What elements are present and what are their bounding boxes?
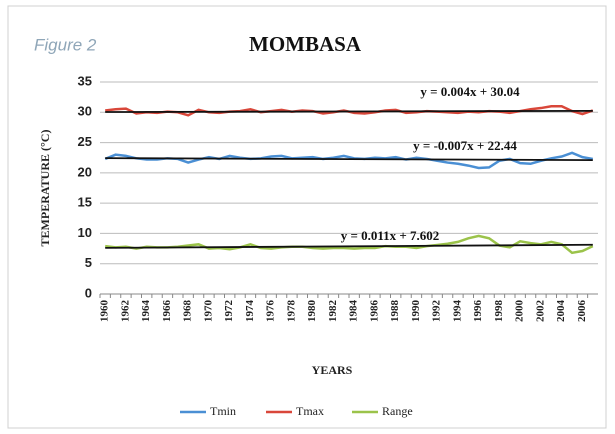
x-tick-label: 1998 bbox=[493, 300, 505, 323]
legend-label: Range bbox=[382, 404, 413, 418]
y-tick-label: 5 bbox=[85, 255, 92, 270]
x-tick-label: 1990 bbox=[410, 300, 422, 323]
x-tick-label: 2004 bbox=[555, 300, 567, 323]
trend-label: y = 0.004x + 30.04 bbox=[420, 84, 520, 99]
x-tick-label: 1978 bbox=[285, 300, 297, 323]
x-tick-label: 1976 bbox=[265, 300, 277, 323]
x-tick-label: 1964 bbox=[140, 300, 152, 323]
trend-line bbox=[105, 109, 593, 113]
y-tick-label: 30 bbox=[78, 104, 92, 119]
trend-label: y = 0.011x + 7.602 bbox=[341, 228, 440, 243]
trend-line bbox=[105, 157, 593, 162]
x-tick-label: 1996 bbox=[472, 300, 484, 323]
x-tick-label: 1972 bbox=[223, 300, 235, 323]
legend-label: Tmax bbox=[296, 404, 324, 418]
x-tick-label: 1984 bbox=[348, 300, 360, 323]
x-tick-label: 1994 bbox=[451, 300, 463, 323]
x-tick-label: 2000 bbox=[514, 300, 526, 323]
x-tick-label: 2002 bbox=[534, 300, 546, 323]
x-tick-label: 1980 bbox=[306, 300, 318, 323]
y-tick-label: 35 bbox=[78, 73, 92, 88]
y-tick-label: 20 bbox=[78, 164, 92, 179]
x-tick-label: 1968 bbox=[182, 300, 194, 323]
x-tick-label: 1960 bbox=[99, 300, 111, 323]
x-tick-label: 1962 bbox=[119, 300, 131, 323]
trend-line bbox=[105, 243, 593, 249]
y-tick-label: 15 bbox=[78, 195, 92, 210]
x-axis-label: YEARS bbox=[312, 363, 353, 377]
x-tick-label: 1974 bbox=[244, 300, 256, 323]
y-tick-label: 25 bbox=[78, 134, 92, 149]
x-tick-label: 1988 bbox=[389, 300, 401, 323]
x-tick-label: 1970 bbox=[202, 300, 214, 323]
x-tick-label: 1992 bbox=[431, 300, 443, 323]
y-tick-label: 10 bbox=[78, 225, 92, 240]
x-tick-label: 2006 bbox=[576, 300, 588, 323]
figure-label: Figure 2 bbox=[34, 35, 97, 54]
legend-label: Tmin bbox=[210, 404, 236, 418]
data-line bbox=[105, 234, 594, 255]
y-tick-label: 0 bbox=[85, 285, 92, 300]
x-tick-label: 1966 bbox=[161, 300, 173, 323]
chart-title: MOMBASA bbox=[249, 32, 362, 56]
y-axis-label: TEMPERATURE (°C) bbox=[38, 130, 52, 247]
chart-frame bbox=[7, 5, 607, 429]
trend-label: y = -0.007x + 22.44 bbox=[413, 138, 517, 153]
x-tick-label: 1982 bbox=[327, 300, 339, 323]
x-tick-label: 1986 bbox=[368, 300, 380, 323]
